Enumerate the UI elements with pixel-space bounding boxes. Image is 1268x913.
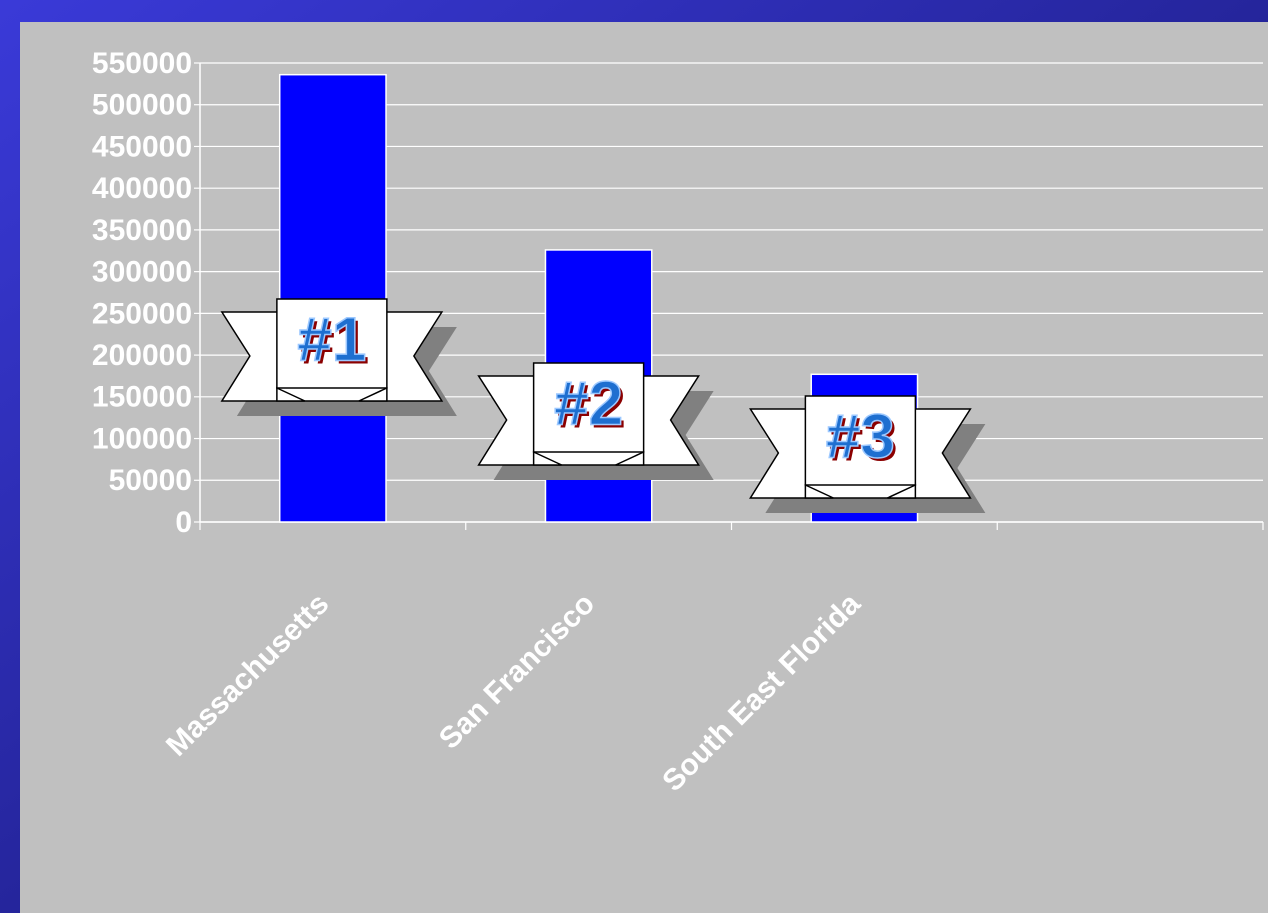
ribbon-box xyxy=(804,395,917,486)
y-tick-label: 50000 xyxy=(109,464,192,497)
ribbon-fold xyxy=(358,386,388,402)
y-tick-label: 500000 xyxy=(92,89,192,122)
rank-shadow: #3 xyxy=(829,405,898,474)
rank-shadow: #2 xyxy=(557,372,626,441)
ribbon-fold xyxy=(804,483,834,499)
ribbon: #1#1 xyxy=(220,298,457,416)
rank-shadow: #1 xyxy=(300,308,369,377)
y-tick-label: 250000 xyxy=(92,297,192,330)
y-tick-label: 450000 xyxy=(92,130,192,163)
ribbon-box xyxy=(276,298,388,389)
rank-label: #2 xyxy=(554,369,623,438)
ribbon-fold xyxy=(276,386,306,402)
y-tick-label: 100000 xyxy=(92,422,192,455)
y-tick-label: 300000 xyxy=(92,256,192,289)
rank-label: #1 xyxy=(297,305,366,374)
ribbon-fold xyxy=(532,450,562,466)
ribbon-fold xyxy=(615,450,645,466)
y-tick-label: 0 xyxy=(175,506,192,539)
y-tick-label: 200000 xyxy=(92,339,192,372)
y-tick-label: 400000 xyxy=(92,172,192,205)
y-tick-label: 350000 xyxy=(92,214,192,247)
ribbon-box xyxy=(532,362,645,453)
rank-label: #3 xyxy=(826,402,895,471)
ribbon: #2#2 xyxy=(477,362,714,480)
ribbon: #3#3 xyxy=(749,395,986,513)
y-tick-label: 550000 xyxy=(92,47,192,80)
ribbon-fold xyxy=(887,483,917,499)
y-tick-label: 150000 xyxy=(92,381,192,414)
